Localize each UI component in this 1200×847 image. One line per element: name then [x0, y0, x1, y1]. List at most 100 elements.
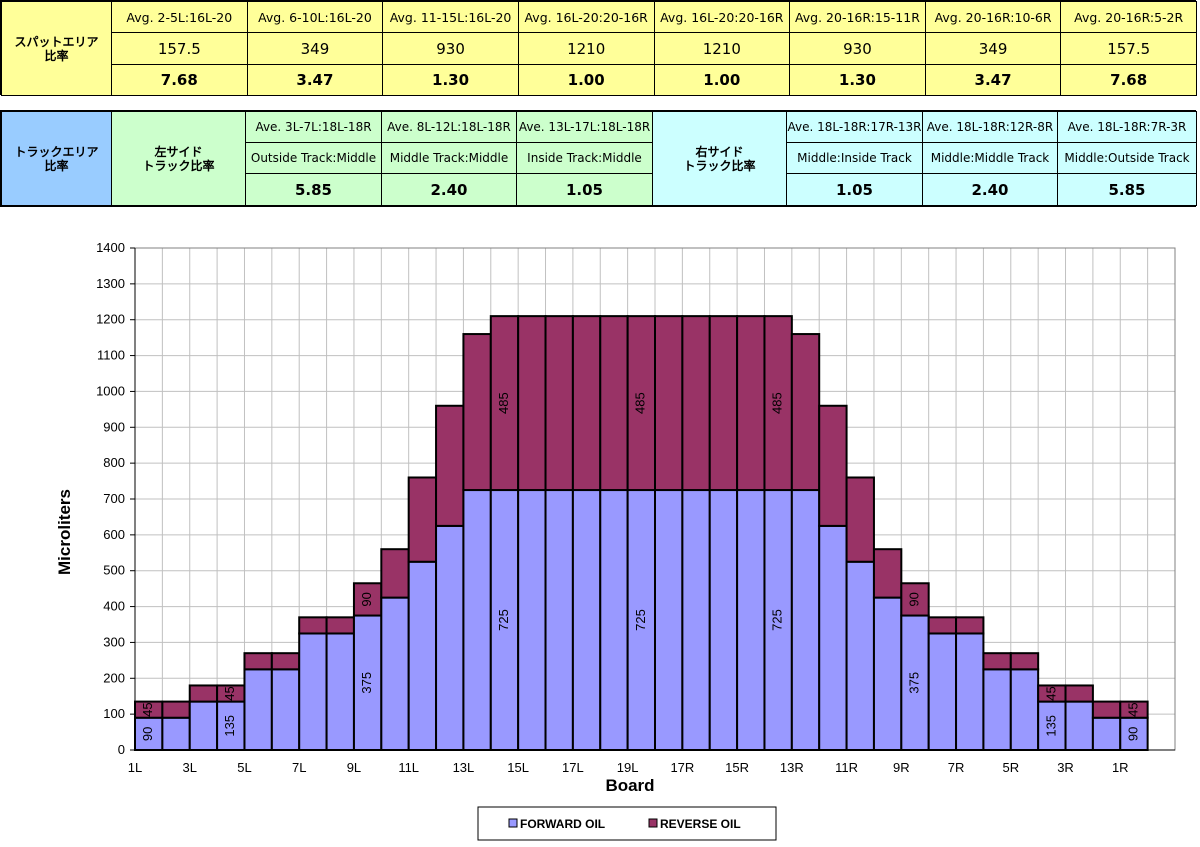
data-label: 485 — [496, 392, 511, 414]
data-label: 485 — [633, 392, 648, 414]
right-subheader: Middle:Inside Track — [786, 142, 923, 174]
bar-reverse-oil — [654, 315, 684, 492]
y-tick-label: 300 — [103, 634, 125, 649]
x-tick-label: 9L — [347, 760, 361, 775]
y-tick-label: 700 — [103, 491, 125, 506]
bar-forward-oil — [270, 668, 301, 752]
y-axis-title: Microliters — [55, 489, 74, 575]
spot-value: 930 — [789, 32, 926, 65]
y-tick-label: 1200 — [96, 312, 125, 327]
spot-ratio: 1.00 — [653, 64, 791, 96]
x-tick-label: 11R — [835, 760, 858, 775]
bar-reverse-oil — [790, 333, 821, 492]
spot-value: 349 — [924, 32, 1062, 65]
bar-reverse-oil — [845, 476, 875, 563]
bar-forward-oil — [927, 632, 958, 752]
bar-forward-oil — [1091, 716, 1122, 752]
data-label: 45 — [1125, 702, 1140, 716]
bar-reverse-oil — [352, 582, 383, 617]
data-label: 135 — [222, 715, 237, 737]
spot-value: 1210 — [653, 32, 791, 65]
data-label: 725 — [633, 609, 648, 631]
bar-reverse-oil — [243, 652, 273, 671]
bar-reverse-oil — [298, 616, 328, 635]
bar-forward-oil — [1009, 668, 1040, 752]
bar-forward-oil — [845, 560, 875, 751]
spot-ratio: 3.47 — [924, 64, 1062, 96]
bar-forward-oil — [900, 614, 930, 751]
bar-reverse-oil — [982, 652, 1012, 671]
bar-forward-oil — [818, 524, 848, 751]
bar-forward-oil — [298, 632, 328, 752]
x-tick-label: 13R — [780, 760, 804, 775]
data-label: 375 — [906, 672, 921, 694]
bar-forward-oil — [352, 614, 383, 751]
bar-reverse-oil — [188, 684, 219, 703]
bar-forward-oil — [599, 489, 629, 751]
y-tick-label: 800 — [103, 455, 125, 470]
left-subheader: Outside Track:Middle — [245, 142, 382, 174]
bar-forward-oil — [517, 489, 547, 751]
spot-header: Avg. 20-16R:10-6R — [924, 1, 1062, 33]
x-tick-label: 3L — [183, 760, 197, 775]
chart-legend: FORWARD OIL REVERSE OIL — [477, 806, 777, 841]
bar-forward-oil — [243, 668, 273, 752]
bar-forward-oil — [872, 596, 903, 751]
x-tick-label: 9R — [893, 760, 910, 775]
data-label: 90 — [359, 592, 374, 606]
right-side-label: 右サイド トラック比率 — [652, 111, 787, 206]
spot-value: 157.5 — [1060, 32, 1197, 65]
bar-reverse-oil — [325, 616, 355, 635]
bar-forward-oil — [407, 560, 438, 751]
bar-forward-oil — [544, 489, 574, 751]
bar-reverse-oil — [1091, 700, 1122, 719]
x-tick-label: 19L — [617, 760, 639, 775]
left-subheader: Middle Track:Middle — [381, 142, 517, 174]
legend-swatch — [648, 818, 658, 828]
bar-reverse-oil — [571, 315, 602, 492]
y-tick-label: 900 — [103, 419, 125, 434]
bar-reverse-oil — [380, 548, 410, 599]
bar-forward-oil — [161, 716, 191, 752]
bar-reverse-oil — [818, 404, 848, 527]
bar-reverse-oil — [681, 315, 711, 492]
chart-data-labels: 90 45 135 45 375 90 725 485 725 485 725 485 375 90 135… — [140, 392, 1140, 741]
right-ratio: 1.05 — [786, 173, 923, 206]
right-ratio: 5.85 — [1057, 173, 1197, 206]
y-axis-ticks: 0 100 200 300 400 500 600 700 800 900 1000 1100 1200… — [96, 240, 135, 757]
legend-box — [477, 806, 777, 841]
bar-forward-oil — [325, 632, 355, 752]
left-ratio: 5.85 — [245, 173, 382, 206]
spot-header: Avg. 16L-20:20-16R — [517, 1, 655, 33]
bar-reverse-oil — [407, 476, 438, 563]
bar-reverse-oil — [626, 315, 657, 492]
bar-reverse-oil — [955, 616, 985, 635]
spot-value: 349 — [246, 32, 384, 65]
spot-header: Avg. 20-16R:5-2R — [1060, 1, 1197, 33]
oil-pattern-chart: 90 45 135 45 375 90 725 485 725 485 725 485 375 90 135… — [55, 240, 1176, 841]
spot-value: 930 — [382, 32, 519, 65]
bar-forward-oil — [462, 489, 492, 751]
legend-label: FORWARD OIL — [520, 817, 605, 831]
bar-reverse-oil — [517, 315, 547, 492]
spot-header: Avg. 11-15L:16L-20 — [382, 1, 519, 33]
x-axis-title: Board — [605, 776, 654, 795]
bar-forward-oil — [681, 489, 711, 751]
y-tick-label: 500 — [103, 563, 125, 578]
bar-reverse-oil — [161, 700, 191, 719]
x-tick-label: 17R — [670, 760, 694, 775]
bar-forward-oil — [188, 700, 219, 752]
track-row-label-text: トラックエリア 比率 — [14, 144, 99, 173]
bar-reverse-oil — [872, 548, 903, 599]
x-tick-label: 15R — [725, 760, 749, 775]
y-tick-label: 0 — [118, 742, 125, 757]
bar-forward-oil — [1064, 700, 1094, 752]
right-ratio: 2.40 — [922, 173, 1058, 206]
left-header: Ave. 8L-12L:18L-18R — [381, 111, 517, 143]
x-tick-label: 13L — [453, 760, 475, 775]
bar-reverse-oil — [270, 652, 301, 671]
data-label: 45 — [1043, 686, 1058, 700]
data-label: 90 — [906, 592, 921, 606]
right-subheader: Middle:Middle Track — [922, 142, 1058, 174]
right-subheader: Middle:Outside Track — [1057, 142, 1197, 174]
